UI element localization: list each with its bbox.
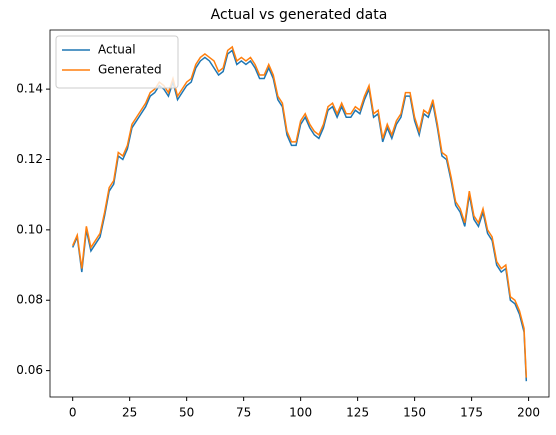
x-tick-label: 50 — [179, 406, 194, 420]
y-tick-label: 0.06 — [16, 363, 43, 377]
series-line — [71, 45, 528, 378]
x-tick-label: 25 — [122, 406, 137, 420]
axes-frame — [49, 29, 550, 398]
chart-title: Actual vs generated data — [211, 7, 388, 23]
y-tick-label: 0.08 — [16, 293, 43, 307]
x-tick-label: 200 — [517, 406, 540, 420]
x-tick-label: 0 — [69, 406, 77, 420]
x-tick-label: 175 — [460, 406, 483, 420]
x-tick-label: 75 — [236, 406, 251, 420]
legend-box — [55, 35, 179, 89]
legend-label: Generated — [98, 63, 162, 77]
x-tick-label: 150 — [403, 406, 426, 420]
x-tick-label: 100 — [289, 406, 312, 420]
y-tick-label: 0.10 — [16, 222, 43, 236]
x-tick-label: 125 — [346, 406, 369, 420]
series-line — [71, 49, 528, 382]
y-tick-label: 0.12 — [16, 152, 43, 166]
legend-label: Actual — [98, 43, 136, 57]
y-tick-label: 0.14 — [16, 82, 43, 96]
